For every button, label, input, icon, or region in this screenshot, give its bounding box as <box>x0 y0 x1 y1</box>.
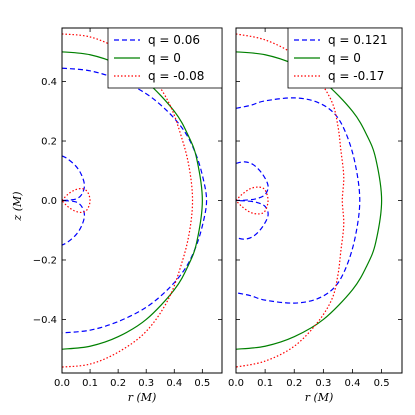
series-line <box>62 33 194 368</box>
legend-entry: q = 0 <box>328 51 361 65</box>
y-tick-label: 0.2 <box>41 137 57 148</box>
legend-entry: q = 0 <box>148 51 181 65</box>
y-tick-label: −0.2 <box>33 255 57 266</box>
x-tick-label: 0.2 <box>110 378 126 389</box>
x-tick-label: 0.3 <box>138 378 154 389</box>
x-tick-label: 0.3 <box>315 378 331 389</box>
y-tick-label: 0.0 <box>41 196 57 207</box>
x-tick-label: 0.2 <box>286 378 302 389</box>
x-tick-label: 0.5 <box>194 378 210 389</box>
x-tick-label: 0.0 <box>54 378 70 389</box>
series-line <box>236 161 269 240</box>
x-tick-label: 0.4 <box>166 378 182 389</box>
series-line <box>62 51 203 350</box>
left-panel: 0.0 0.1 0.2 0.3 0.4 0.5 −0.4 −0.2 0.0 0.2 0.4 r (M)… <box>33 27 223 404</box>
x-tick-label: 0.0 <box>228 378 244 389</box>
legend-entry: q = -0.17 <box>328 69 384 83</box>
y-axis-label: z (M) <box>11 191 24 221</box>
x-axis-label: r (M) <box>305 391 334 404</box>
y-tick-label: 0.4 <box>41 77 57 88</box>
right-panel: 0.0 0.1 0.2 0.3 0.4 0.5 r (M) q = 0.121 q = 0 q =… <box>228 27 403 404</box>
series-line <box>62 155 86 246</box>
legend-entry: q = -0.08 <box>148 69 204 83</box>
series-line <box>62 67 208 334</box>
x-tick-label: 0.1 <box>257 378 273 389</box>
legend-entry: q = 0.06 <box>148 33 200 47</box>
series-line <box>236 97 361 304</box>
x-axis-label: r (M) <box>128 391 157 404</box>
x-tick-label: 0.5 <box>374 378 390 389</box>
series-line <box>62 187 91 214</box>
x-tick-label: 0.4 <box>345 378 361 389</box>
y-tick-label: −0.4 <box>33 315 57 326</box>
x-tick-label: 0.1 <box>82 378 98 389</box>
legend-entry: q = 0.121 <box>328 33 388 47</box>
